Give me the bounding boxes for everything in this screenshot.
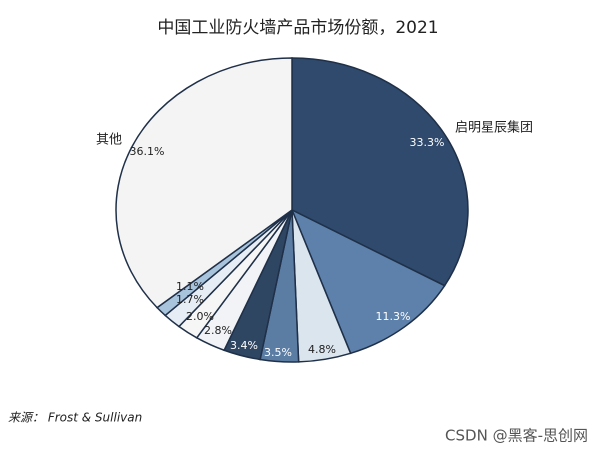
pie-slice xyxy=(291,57,469,287)
category-label: 其他 xyxy=(96,133,122,148)
data-label: 2.0% xyxy=(186,310,214,323)
pie-slice xyxy=(115,57,293,309)
watermark: CSDN @黑客-思创网 xyxy=(445,427,588,445)
source: 来源： Frost & Sullivan xyxy=(8,411,142,425)
data-label: 2.8% xyxy=(204,324,232,337)
pie-slice xyxy=(290,208,446,355)
data-label: 36.1% xyxy=(130,145,165,158)
data-label: 1.7% xyxy=(176,293,204,306)
data-label: 1.1% xyxy=(176,280,204,293)
data-label: 3.4% xyxy=(230,339,258,352)
category-label: 启明星辰集团 xyxy=(455,120,533,136)
data-label: 33.3% xyxy=(410,136,445,149)
data-label: 11.3% xyxy=(376,310,411,323)
chart-title: 中国工业防火墙产品市场份额，2021 xyxy=(157,18,438,38)
data-label: 4.8% xyxy=(308,343,336,356)
data-label: 3.5% xyxy=(264,346,292,359)
